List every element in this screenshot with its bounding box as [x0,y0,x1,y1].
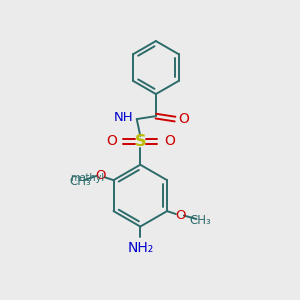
Text: O: O [95,169,106,182]
Text: methyl: methyl [70,173,104,183]
Text: CH₃: CH₃ [70,175,92,188]
Text: CH₃: CH₃ [190,214,211,227]
Text: NH: NH [114,111,133,124]
Text: NH₂: NH₂ [127,241,153,255]
Text: O: O [106,134,117,148]
Text: O: O [164,134,175,148]
Text: O: O [175,209,186,222]
Text: S: S [134,134,146,149]
Text: O: O [178,112,189,126]
